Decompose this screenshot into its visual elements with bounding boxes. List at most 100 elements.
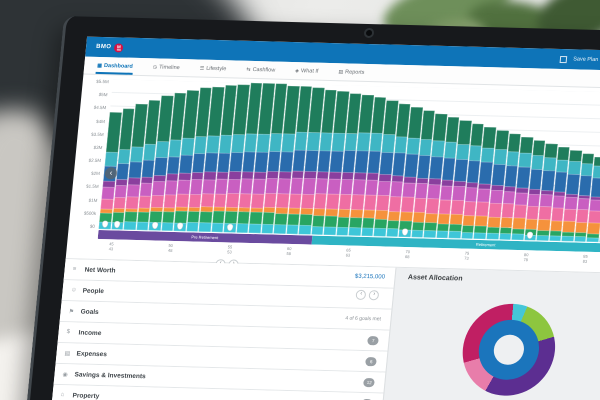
bar-segment-5 — [440, 185, 453, 200]
tab-label: Lifestyle — [205, 65, 227, 73]
bar-segment-3 — [350, 209, 363, 218]
bar-segment-4 — [488, 202, 502, 218]
bar-segment-7 — [479, 162, 493, 185]
bar-segment-4 — [326, 194, 340, 210]
bar-segment-5 — [177, 180, 191, 195]
brand-logo: BMO M — [96, 42, 124, 53]
section-label: Income — [78, 328, 102, 337]
bar-segment-1 — [348, 227, 362, 236]
bar-segment-2 — [262, 212, 275, 225]
tab-label: What If — [300, 68, 319, 75]
bar-segment-7 — [354, 150, 369, 174]
x-tick-label: 60 58 — [286, 245, 292, 257]
what-if-icon: ◈ — [294, 68, 300, 75]
bar-segment-7 — [317, 150, 331, 173]
cashflow-icon: ⇆ — [246, 66, 251, 73]
bar-segment-4 — [313, 194, 327, 209]
bar-segment-3 — [387, 211, 401, 221]
count-badge: 12 — [363, 377, 376, 387]
people-icon: ☺ — [70, 287, 78, 294]
bar-segment-2 — [174, 211, 188, 223]
bar-segment-5 — [114, 185, 127, 199]
bar-segment-5 — [302, 178, 316, 195]
bar-segment-5 — [340, 179, 354, 195]
count-badge: 7 — [367, 335, 380, 345]
bar-segment-3 — [512, 218, 526, 230]
bar-segment-3 — [425, 213, 438, 224]
y-tick-label: $0 — [89, 223, 96, 229]
bar-segment-7 — [254, 152, 269, 172]
bar-segment-5 — [415, 183, 429, 199]
bar-segment-1 — [261, 224, 274, 234]
bar-segment-8 — [180, 138, 195, 156]
y-tick-label: $5.5M — [96, 78, 110, 85]
tab-dashboard[interactable]: ▦ Dashboard — [95, 59, 135, 75]
bar-segment-8 — [530, 155, 544, 170]
bar-segment-8 — [117, 149, 131, 165]
x-tick-label: 50 48 — [167, 242, 174, 253]
section-pager: ‹ › — [355, 289, 380, 301]
bar-segment-4 — [476, 202, 490, 217]
bar-segment-5 — [465, 187, 478, 202]
y-tick-label: $5M — [98, 92, 108, 98]
bar-segment-7 — [417, 155, 431, 179]
section-pager-next[interactable]: › — [368, 290, 380, 301]
bar-segment-1 — [574, 236, 586, 242]
bar-segment-7 — [229, 152, 243, 172]
x-tick-label: 70 68 — [404, 249, 411, 260]
bar-segment-4 — [451, 200, 465, 215]
section-label: Goals — [80, 308, 100, 316]
bar-segment-9 — [519, 136, 533, 154]
tab-cashflow[interactable]: ⇆ Cashflow — [245, 64, 277, 79]
bar-segment-7 — [128, 161, 142, 179]
asset-allocation-donut[interactable] — [458, 302, 560, 397]
section-label: Expenses — [76, 349, 108, 358]
bar-segment-9 — [482, 126, 497, 149]
bar-segment-7 — [153, 157, 168, 176]
bar-segment-9 — [593, 156, 600, 167]
bar-segment-5 — [315, 178, 329, 195]
section-value: 4 of 6 goals met — [344, 315, 382, 323]
bar-segment-5 — [514, 192, 528, 206]
bar-segment-9 — [544, 143, 558, 158]
bar-segment-7 — [466, 160, 481, 183]
bar-segment-8 — [381, 134, 396, 153]
bar-segment-7 — [441, 158, 456, 181]
bar-segment-8 — [468, 145, 482, 162]
bar-segment-9 — [495, 129, 509, 150]
bar-segment-8 — [155, 141, 169, 158]
bar-segment-8 — [419, 139, 433, 156]
tab-label: Timeline — [158, 64, 180, 72]
bar-segment-8 — [406, 137, 420, 155]
bar-segment-5 — [227, 178, 241, 195]
bar-segment-9 — [532, 139, 546, 156]
projection-chart: $5.5M $5M $4.5M $4M $3.5M $3M $2.5M $2M $1.5M $1M… — [67, 75, 600, 270]
bar-segment-3 — [400, 211, 413, 222]
bar-segment-5 — [552, 196, 565, 209]
bar-segment-1 — [361, 227, 374, 237]
bar-segment-2 — [161, 211, 175, 223]
bar-segment-3 — [537, 219, 551, 231]
tab-reports[interactable]: ▤ Reports — [337, 66, 366, 81]
bar-segment-2 — [124, 212, 137, 223]
bar-segment-2 — [274, 213, 288, 226]
bar-segment-1 — [498, 233, 512, 240]
tab-timeline[interactable]: ◷ Timeline — [151, 61, 181, 76]
bar-segment-1 — [311, 226, 324, 235]
bar-segment-4 — [588, 210, 600, 224]
bar-segment-7 — [115, 163, 129, 180]
save-plan-button[interactable]: Save Plan — [572, 56, 599, 63]
savings-icon: ◉ — [62, 371, 69, 378]
bar-segment-1 — [561, 236, 574, 242]
section-pager-prev[interactable]: ‹ — [355, 289, 367, 300]
bar-segment-7 — [528, 168, 543, 190]
bar-segment-5 — [214, 179, 228, 195]
tab-lifestyle[interactable]: ☰ Lifestyle — [198, 63, 228, 78]
tab-what-if[interactable]: ◈ What If — [293, 65, 320, 80]
bar-segment-5 — [402, 182, 416, 198]
bar-segment-3 — [375, 210, 388, 220]
bar-segment-2 — [374, 219, 388, 229]
bar-segment-7 — [292, 150, 306, 172]
bar-segment-4 — [538, 206, 552, 221]
bar-segment-1 — [386, 228, 399, 237]
